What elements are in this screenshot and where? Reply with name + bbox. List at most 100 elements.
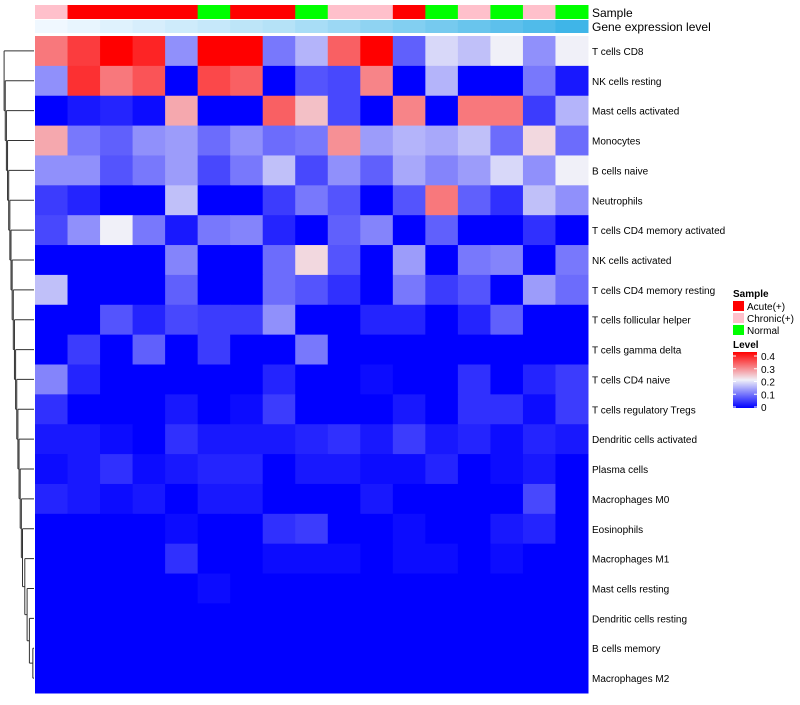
heatmap-cell [522, 65, 556, 97]
heatmap-cell [67, 65, 101, 97]
heatmap-cell [35, 663, 69, 694]
heatmap-cell [425, 483, 459, 515]
heatmap-cell [522, 633, 556, 664]
heatmap-cell [490, 364, 524, 395]
sample-annotation-cell [262, 5, 296, 19]
heatmap-cell [392, 543, 426, 575]
heatmap-cell [132, 304, 166, 336]
heatmap-cell [197, 513, 231, 545]
heatmap-cell [457, 215, 491, 246]
sample-annotation-cell [555, 5, 589, 19]
heatmap-cell [132, 603, 166, 634]
heatmap-cell [165, 543, 199, 575]
heatmap-cell [425, 185, 459, 216]
heatmap-cell [555, 274, 589, 306]
heatmap-cell [100, 125, 134, 156]
heatmap-cell [230, 274, 264, 306]
heatmap-cell [360, 36, 394, 67]
heatmap-cell [67, 95, 101, 127]
heatmap-cell [295, 364, 329, 395]
heatmap-cell [555, 364, 589, 395]
heatmap-cell [197, 215, 231, 246]
heatmap-cell [425, 245, 459, 276]
expression-annotation-cell [327, 20, 361, 33]
row-label: Macrophages M0 [592, 495, 670, 506]
heatmap-cell [230, 215, 264, 246]
heatmap-cell [457, 663, 491, 694]
heatmap-cell [165, 125, 199, 156]
row-label: T cells CD4 memory resting [592, 286, 715, 297]
sample-annotation-cell [100, 5, 134, 19]
row-label: T cells CD4 memory activated [592, 226, 725, 237]
heatmap-cell [165, 483, 199, 515]
heatmap-cell [35, 483, 69, 515]
heatmap-cell [262, 65, 296, 97]
sample-annotation-cell [360, 5, 394, 19]
heatmap-cell [425, 603, 459, 634]
heatmap-cell [392, 603, 426, 634]
heatmap-cell [132, 36, 166, 67]
heatmap-cell [392, 663, 426, 694]
heatmap-cell [295, 394, 329, 425]
heatmap-cell [457, 65, 491, 97]
heatmap-cell [555, 155, 589, 186]
heatmap-cell [295, 245, 329, 276]
heatmap-cell [327, 424, 361, 455]
heatmap-cell [425, 65, 459, 97]
heatmap-cell [327, 125, 361, 156]
heatmap-cell [490, 304, 524, 336]
heatmap-cell [230, 155, 264, 186]
heatmap-cell [327, 454, 361, 485]
heatmap-cell [100, 513, 134, 545]
heatmap-cell [262, 245, 296, 276]
heatmap-cell [197, 185, 231, 216]
heatmap-cell [100, 454, 134, 485]
heatmap-cell [522, 663, 556, 694]
heatmap-cell [360, 364, 394, 395]
expression-annotation-cell [295, 20, 329, 33]
heatmap-cell [425, 36, 459, 67]
heatmap-cell [490, 274, 524, 306]
heatmap-cell [262, 304, 296, 336]
heatmap-cell [327, 304, 361, 336]
dendrogram-branch [3, 50, 34, 112]
heatmap-cell [67, 633, 101, 664]
heatmap-cell [295, 633, 329, 664]
heatmap-cell [132, 663, 166, 694]
heatmap-cell [132, 394, 166, 425]
heatmap-cell [457, 394, 491, 425]
expression-annotation-bar [35, 20, 589, 33]
heatmap-cell [425, 424, 459, 455]
heatmap-cell [230, 513, 264, 545]
heatmap-cell [262, 334, 296, 365]
heatmap-cell [100, 573, 134, 604]
heatmap-cell [132, 245, 166, 276]
heatmap-cell [295, 543, 329, 575]
expression-annotation-cell [67, 20, 101, 33]
legend: Sample Acute(+)Chronic(+)Normal Level 0.… [733, 289, 794, 414]
sample-annotation-cell [165, 5, 199, 19]
heatmap-cell [132, 454, 166, 485]
heatmap-cell [230, 543, 264, 575]
heatmap-cell [392, 513, 426, 545]
heatmap-cell [67, 125, 101, 156]
heatmap-cell [295, 274, 329, 306]
heatmap-cell [230, 603, 264, 634]
expression-annotation-cell [197, 20, 231, 33]
heatmap-cell [555, 394, 589, 425]
heatmap-cell [327, 334, 361, 365]
sample-annotation-cell [230, 5, 264, 19]
heatmap-cell [457, 513, 491, 545]
heatmap-cell [555, 125, 589, 156]
sample-annotation-bar [35, 5, 589, 19]
sample-annotation-cell [35, 5, 69, 19]
heatmap-cell [132, 334, 166, 365]
heatmap-cell [35, 364, 69, 395]
heatmap-cell [327, 274, 361, 306]
heatmap-cell [360, 185, 394, 216]
heatmap-cell [555, 304, 589, 336]
row-label: Plasma cells [592, 465, 648, 476]
heatmap-cell [555, 543, 589, 575]
sample-annotation-cell [67, 5, 101, 19]
heatmap-cell [165, 245, 199, 276]
